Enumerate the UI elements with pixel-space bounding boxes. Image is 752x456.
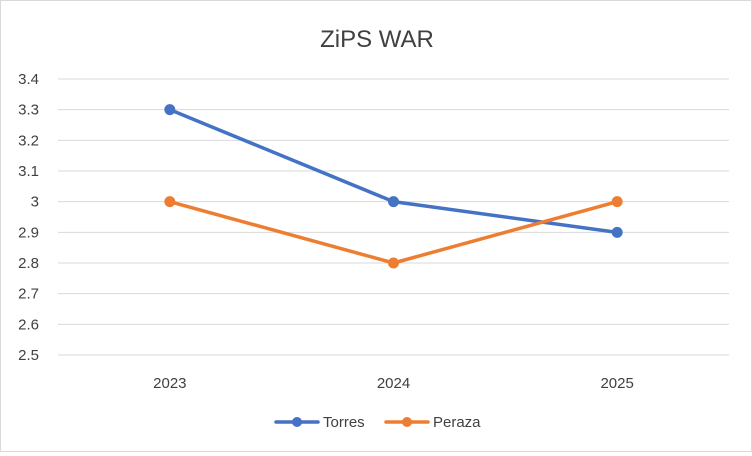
x-tick-label: 2023 [153,375,186,392]
data-point [611,196,623,208]
data-point [164,104,176,116]
data-point [164,196,176,208]
x-tick-label: 2025 [600,375,633,392]
legend-label: Torres [323,414,365,431]
series-lines [164,104,623,269]
chart-title: ZiPS WAR [320,26,434,53]
y-tick-label: 3.1 [18,163,39,180]
y-tick-label: 3 [31,194,39,211]
legend-swatch-marker [402,417,412,427]
y-tick-label: 2.7 [18,286,39,303]
data-point [388,196,399,208]
legend: Torres Peraza [274,414,481,431]
y-tick-label: 2.5 [18,347,39,364]
legend-label: Peraza [433,414,481,431]
gridlines [58,78,729,356]
y-tick-label: 2.9 [18,224,39,241]
y-tick-label: 3.4 [18,71,39,88]
y-tick-label: 3.2 [18,132,39,149]
data-point [388,257,399,269]
data-point [611,226,623,238]
y-tick-label: 2.6 [18,316,39,333]
x-axis-tick-labels: 2023 2024 2025 [153,375,634,392]
y-axis-tick-labels: 2.5 2.6 2.7 2.8 2.9 3 3.1 3.2 3.3 3.4 [18,71,39,364]
x-tick-label: 2024 [377,375,410,392]
legend-swatch-marker [292,417,302,427]
y-tick-label: 3.3 [18,102,39,119]
y-tick-label: 2.8 [18,255,39,272]
